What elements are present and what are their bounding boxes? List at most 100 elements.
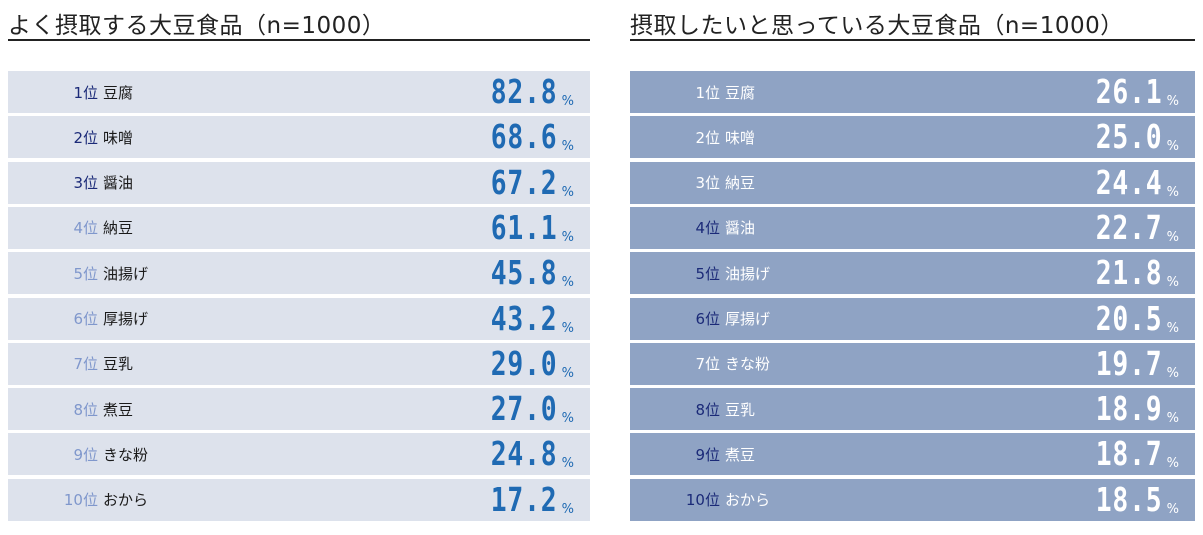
percentage-value: 18.7 — [1095, 434, 1163, 474]
percentage-value: 26.1 — [1095, 72, 1163, 111]
ranking-row: 1位 豆腐 26.1% — [630, 71, 1195, 113]
ranking-row: 6位 厚揚げ 20.5% — [630, 297, 1195, 340]
percentage-value: 82.8 — [490, 72, 558, 111]
rank-suffix: 位 — [704, 219, 720, 238]
rank-number: 3 — [73, 174, 83, 193]
food-name: 厚揚げ — [103, 310, 149, 328]
food-name: 煮豆 — [103, 400, 134, 419]
percentage-value: 27.0 — [490, 389, 558, 429]
rank-label: 6位 — [630, 308, 720, 329]
rank-number: 1 — [695, 83, 705, 102]
rank-number: 10 — [63, 491, 83, 510]
food-name: 納豆 — [103, 219, 134, 238]
percent-unit: % — [1166, 139, 1179, 155]
rank-label: 7位 — [8, 353, 98, 374]
rank-number: 2 — [73, 128, 83, 147]
percentage-value: 67.2 — [490, 162, 558, 202]
value-group: 43.2% — [474, 298, 590, 340]
rank-suffix: 位 — [704, 128, 720, 147]
rank-label: 5位 — [8, 263, 98, 284]
rank-label: 9位 — [8, 444, 98, 465]
value-group: 29.0% — [474, 343, 590, 385]
percent-unit: % — [1166, 411, 1179, 427]
rank-number: 7 — [695, 355, 705, 374]
percentage-value: 24.8 — [490, 434, 558, 474]
rank-label: 9位 — [630, 444, 720, 465]
rank-label: 2位 — [630, 127, 720, 148]
rank-label: 5位 — [630, 263, 720, 284]
rank-number: 3 — [695, 174, 705, 193]
rank-suffix: 位 — [704, 445, 720, 464]
food-name: おから — [103, 491, 149, 510]
percentage-value: 17.2 — [490, 479, 558, 519]
percent-unit: % — [1166, 320, 1179, 336]
rank-label: 8位 — [8, 399, 98, 420]
value-group: 45.8% — [474, 252, 590, 294]
rank-number: 4 — [73, 219, 83, 238]
value-group: 25.0% — [1079, 116, 1195, 158]
percentage-value: 21.8 — [1095, 253, 1163, 293]
percentage-value: 61.1 — [490, 207, 558, 247]
ranking-row: 5位 油揚げ 21.8% — [630, 252, 1195, 295]
percent-unit: % — [561, 501, 574, 517]
ranking-row: 10位 おから 17.2% — [8, 478, 590, 521]
food-name: 豆乳 — [103, 355, 134, 374]
panel-title: よく摂取する大豆食品（n=1000） — [8, 0, 590, 41]
food-name: 豆腐 — [103, 83, 134, 102]
food-name: 味噌 — [103, 128, 134, 147]
ranking-row: 7位 豆乳 29.0% — [8, 342, 590, 385]
rank-label: 3位 — [8, 172, 98, 193]
value-group: 22.7% — [1079, 207, 1195, 249]
value-group: 67.2% — [474, 162, 590, 204]
percent-unit: % — [561, 94, 574, 109]
percentage-value: 43.2 — [490, 298, 558, 338]
rank-label: 3位 — [630, 172, 720, 193]
value-group: 18.5% — [1079, 479, 1195, 521]
rank-suffix: 位 — [82, 264, 98, 283]
percent-unit: % — [561, 229, 574, 245]
percent-unit: % — [1166, 275, 1179, 291]
food-name: 豆乳 — [725, 400, 756, 419]
rank-number: 5 — [695, 264, 705, 283]
rank-number: 6 — [695, 310, 705, 328]
value-group: 27.0% — [474, 388, 590, 430]
rank-suffix: 位 — [82, 355, 98, 374]
ranking-row: 1位 豆腐 82.8% — [8, 71, 590, 113]
percent-unit: % — [561, 275, 574, 291]
percentage-value: 29.0 — [490, 343, 558, 383]
rank-suffix: 位 — [704, 83, 720, 102]
rank-number: 6 — [73, 310, 83, 328]
percentage-value: 68.6 — [490, 117, 558, 157]
rank-number: 8 — [695, 400, 705, 419]
food-name: きな粉 — [103, 445, 149, 464]
rank-suffix: 位 — [704, 400, 720, 419]
ranking-row: 4位 醤油 22.7% — [630, 206, 1195, 249]
ranking-row: 3位 醤油 67.2% — [8, 161, 590, 204]
ranking-row: 7位 きな粉 19.7% — [630, 342, 1195, 385]
value-group: 61.1% — [474, 207, 590, 249]
rank-label: 8位 — [630, 399, 720, 420]
percentage-value: 45.8 — [490, 253, 558, 293]
rank-suffix: 位 — [82, 128, 98, 147]
rank-label: 1位 — [8, 82, 98, 103]
value-group: 24.8% — [474, 433, 590, 475]
value-group: 18.7% — [1079, 433, 1195, 475]
percent-unit: % — [1166, 456, 1179, 472]
ranking-row: 3位 納豆 24.4% — [630, 161, 1195, 204]
panel-frequently-consumed: よく摂取する大豆食品（n=1000） 1位 豆腐 82.8% 2位 味噌 68.6% 3位醤… — [8, 0, 590, 521]
percent-unit: % — [561, 411, 574, 427]
value-group: 68.6% — [474, 116, 590, 158]
value-group: 17.2% — [474, 479, 590, 521]
rank-number: 2 — [695, 128, 705, 147]
food-name: 味噌 — [725, 128, 756, 147]
rank-suffix: 位 — [704, 264, 720, 283]
ranking-row: 5位 油揚げ 45.8% — [8, 252, 590, 295]
rank-label: 4位 — [630, 217, 720, 238]
value-group: 24.4% — [1079, 162, 1195, 204]
panel-title: 摂取したいと思っている大豆食品（n=1000） — [630, 0, 1195, 41]
rank-number: 8 — [73, 400, 83, 419]
ranking-row: 9位 きな粉 24.8% — [8, 433, 590, 476]
value-group: 18.9% — [1079, 388, 1195, 430]
rank-label: 1位 — [630, 82, 720, 103]
percent-unit: % — [561, 139, 574, 155]
